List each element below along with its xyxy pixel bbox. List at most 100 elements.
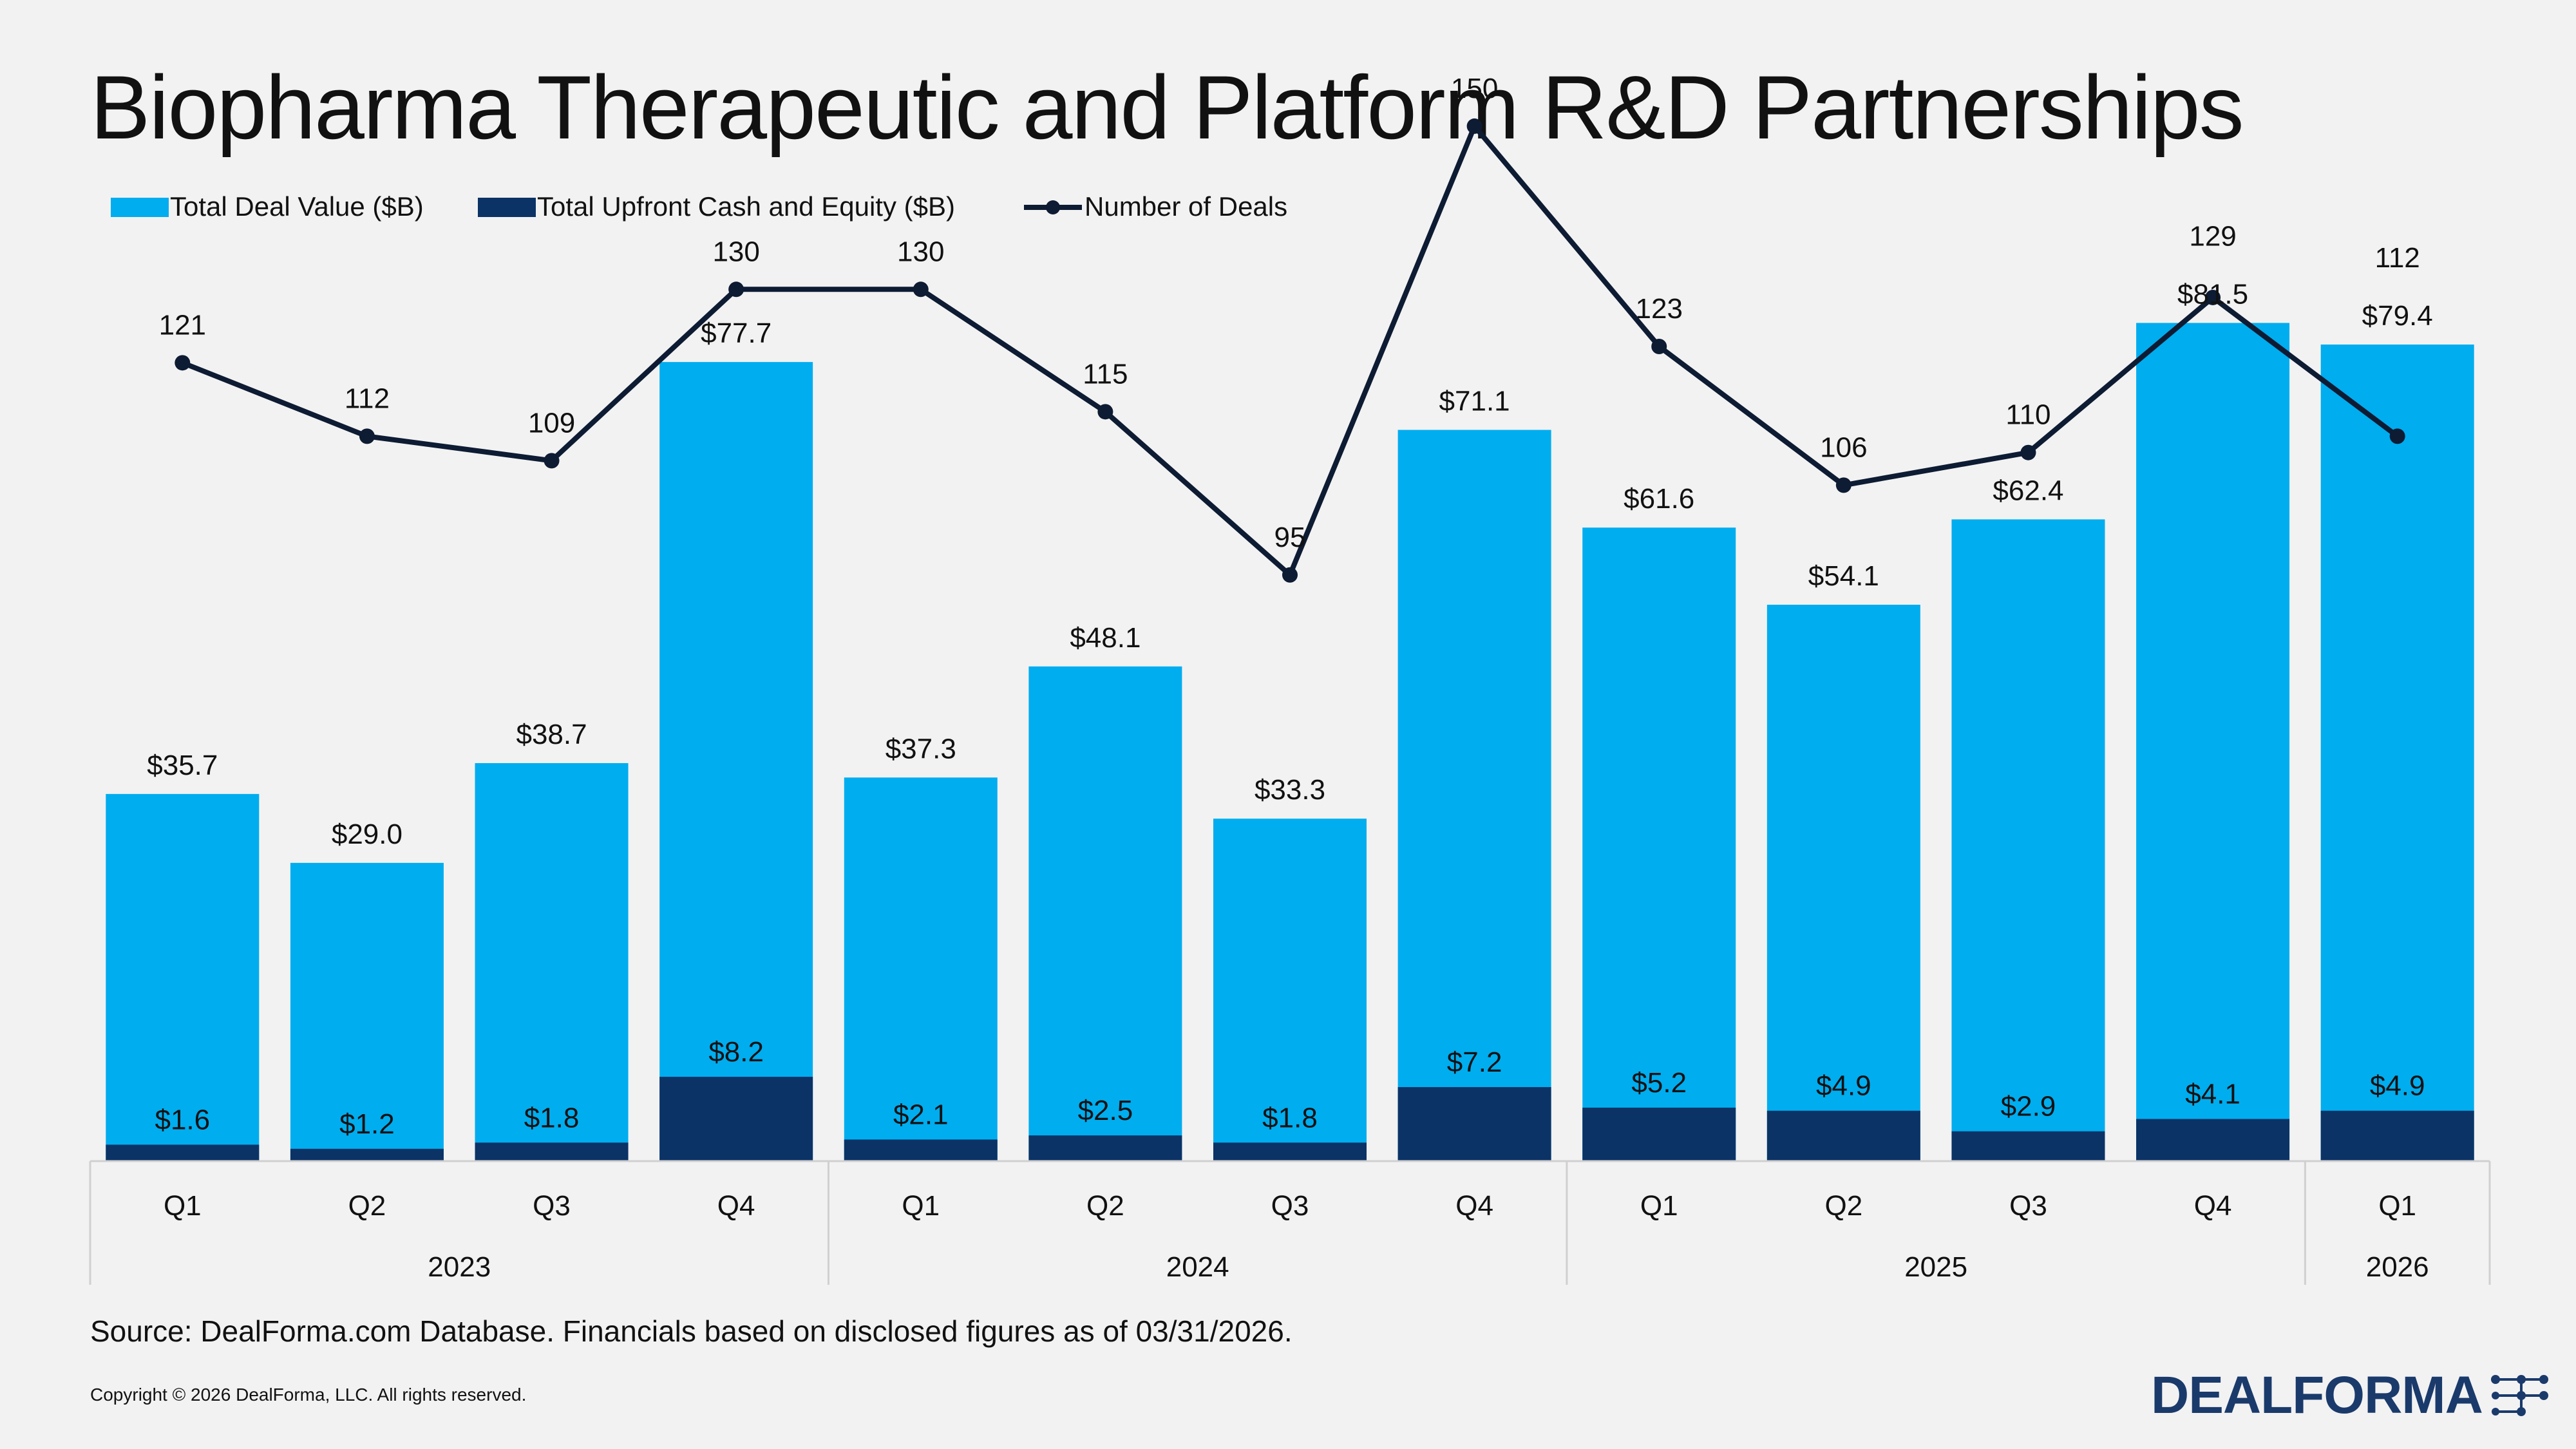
bars-total-deal-value	[106, 323, 2474, 1162]
deals-marker	[1466, 118, 1482, 134]
category-tick-label: Q1	[1640, 1190, 1678, 1222]
legend-swatch-upfront	[478, 198, 536, 217]
bar-upfront	[1028, 1135, 1182, 1161]
category-group-label: 2025	[1904, 1251, 1967, 1283]
bar-total-deal-value	[844, 777, 998, 1161]
deals-marker	[913, 281, 929, 298]
legend-marker-deals	[1046, 200, 1060, 214]
deals-marker	[1097, 404, 1113, 420]
deals-marker	[728, 281, 744, 298]
logo-text: DEALFORMA	[2151, 1366, 2483, 1425]
category-axis: Q1 Q2 Q3 Q4 Q1 Q2 Q3 Q4 Q1 Q2 Q3 Q4 Q1 2023 2024 2025 20…	[89, 1160, 2491, 1285]
data-label-deals: 109	[528, 407, 575, 439]
data-label-upfront: $2.5	[1078, 1095, 1133, 1126]
data-label-upfront: $8.2	[708, 1036, 764, 1068]
legend-label-upfront: Total Upfront Cash and Equity ($B)	[537, 191, 955, 222]
deals-marker	[2020, 444, 2036, 460]
page-title: Biopharma Therapeutic and Platform R&D P…	[90, 57, 2244, 158]
bar-total-deal-value	[1951, 519, 2105, 1161]
data-label-total: $29.0	[332, 819, 402, 850]
bar-upfront	[106, 1144, 260, 1161]
bar-total-deal-value	[2320, 344, 2474, 1162]
source-note: Source: DealForma.com Database. Financia…	[90, 1314, 1293, 1348]
data-label-deals: 110	[2005, 399, 2050, 431]
data-label-deals: 129	[2189, 220, 2236, 252]
copyright-text: Copyright © 2026 DealForma, LLC. All rig…	[90, 1385, 527, 1405]
bar-upfront	[290, 1148, 444, 1161]
bar-upfront	[1213, 1142, 1367, 1161]
bar-upfront	[659, 1077, 813, 1161]
bar-upfront	[844, 1139, 998, 1161]
bar-total-deal-value	[290, 862, 444, 1161]
data-label-upfront: $1.8	[1262, 1102, 1318, 1133]
bar-upfront	[1766, 1110, 1920, 1161]
bar-total-deal-value	[1028, 666, 1182, 1161]
deals-marker	[175, 355, 191, 371]
bar-upfront	[1951, 1131, 2105, 1161]
category-tick-label: Q3	[2009, 1190, 2047, 1222]
data-label-total: $54.1	[1808, 560, 1879, 592]
category-tick-label: Q1	[164, 1190, 202, 1222]
bar-total-deal-value	[659, 362, 813, 1161]
deals-marker	[2389, 428, 2405, 444]
data-label-total: $33.3	[1255, 774, 1325, 806]
data-label-upfront: $7.2	[1447, 1046, 1502, 1078]
deals-marker	[1835, 477, 1852, 493]
bar-total-deal-value	[2136, 323, 2290, 1161]
bars-upfront	[106, 1077, 2474, 1161]
category-tick-label: Q2	[1824, 1190, 1862, 1222]
data-label-deals: 95	[1274, 522, 1306, 553]
category-tick-label: Q3	[1271, 1190, 1309, 1222]
data-label-total: $77.7	[701, 317, 772, 349]
data-label-deals: 130	[897, 236, 944, 267]
data-label-deals: 112	[345, 383, 390, 414]
bar-upfront	[1397, 1087, 1551, 1161]
data-label-deals: 121	[159, 309, 206, 341]
legend-label-deals: Number of Deals	[1084, 191, 1287, 222]
data-labels: $35.7 $1.6 $29.0 $1.2 $38.7 $1.8 $77.7 $8.2 $37.…	[147, 73, 2432, 1140]
data-label-total: $71.1	[1439, 386, 1510, 417]
data-label-upfront: $1.2	[339, 1108, 395, 1140]
bar-upfront	[2136, 1119, 2290, 1161]
dealforma-logo: DEALFORMA	[2151, 1365, 2553, 1426]
deals-line-series	[175, 118, 2405, 583]
data-label-deals: 115	[1083, 358, 1128, 390]
bar-total-deal-value	[1397, 430, 1551, 1162]
data-label-upfront: $4.1	[2185, 1079, 2240, 1110]
bar-upfront	[2320, 1110, 2474, 1161]
network-dots-icon	[2490, 1375, 2548, 1416]
data-label-total: $35.7	[147, 750, 218, 781]
data-label-total: $38.7	[516, 719, 587, 750]
data-label-total: $48.1	[1070, 622, 1141, 654]
bar-total-deal-value	[1766, 605, 1920, 1161]
bar-total-deal-value	[475, 762, 629, 1161]
deals-marker	[1282, 567, 1298, 583]
data-label-upfront: $2.9	[2001, 1091, 2056, 1122]
bar-upfront	[475, 1142, 629, 1161]
category-tick-label: Q2	[1086, 1190, 1124, 1222]
deals-marker	[544, 453, 560, 469]
data-label-total: $81.5	[2177, 278, 2248, 310]
data-label-upfront: $1.8	[524, 1102, 580, 1133]
category-tick-label: Q4	[1455, 1190, 1493, 1222]
category-tick-label: Q4	[2194, 1190, 2232, 1222]
category-tick-label: Q4	[717, 1190, 755, 1222]
data-label-deals: 130	[712, 236, 759, 267]
data-label-upfront: $4.9	[2370, 1070, 2425, 1102]
deals-marker	[359, 428, 375, 444]
data-label-upfront: $1.6	[155, 1104, 210, 1135]
bar-upfront	[1582, 1107, 1736, 1161]
data-label-total: $62.4	[1993, 475, 2063, 506]
category-tick-label: Q2	[348, 1190, 386, 1222]
deals-marker	[1651, 338, 1667, 354]
bar-total-deal-value	[106, 793, 260, 1161]
data-label-upfront: $4.9	[1816, 1070, 1871, 1102]
category-tick-label: Q1	[2378, 1190, 2416, 1222]
legend: Total Deal Value ($B) Total Upfront Cash …	[111, 191, 1287, 222]
data-label-upfront: $2.1	[893, 1099, 949, 1130]
legend-swatch-total	[111, 198, 169, 217]
legend-label-total: Total Deal Value ($B)	[170, 191, 424, 222]
deals-line	[181, 123, 2400, 578]
data-label-total: $79.4	[2362, 300, 2433, 332]
